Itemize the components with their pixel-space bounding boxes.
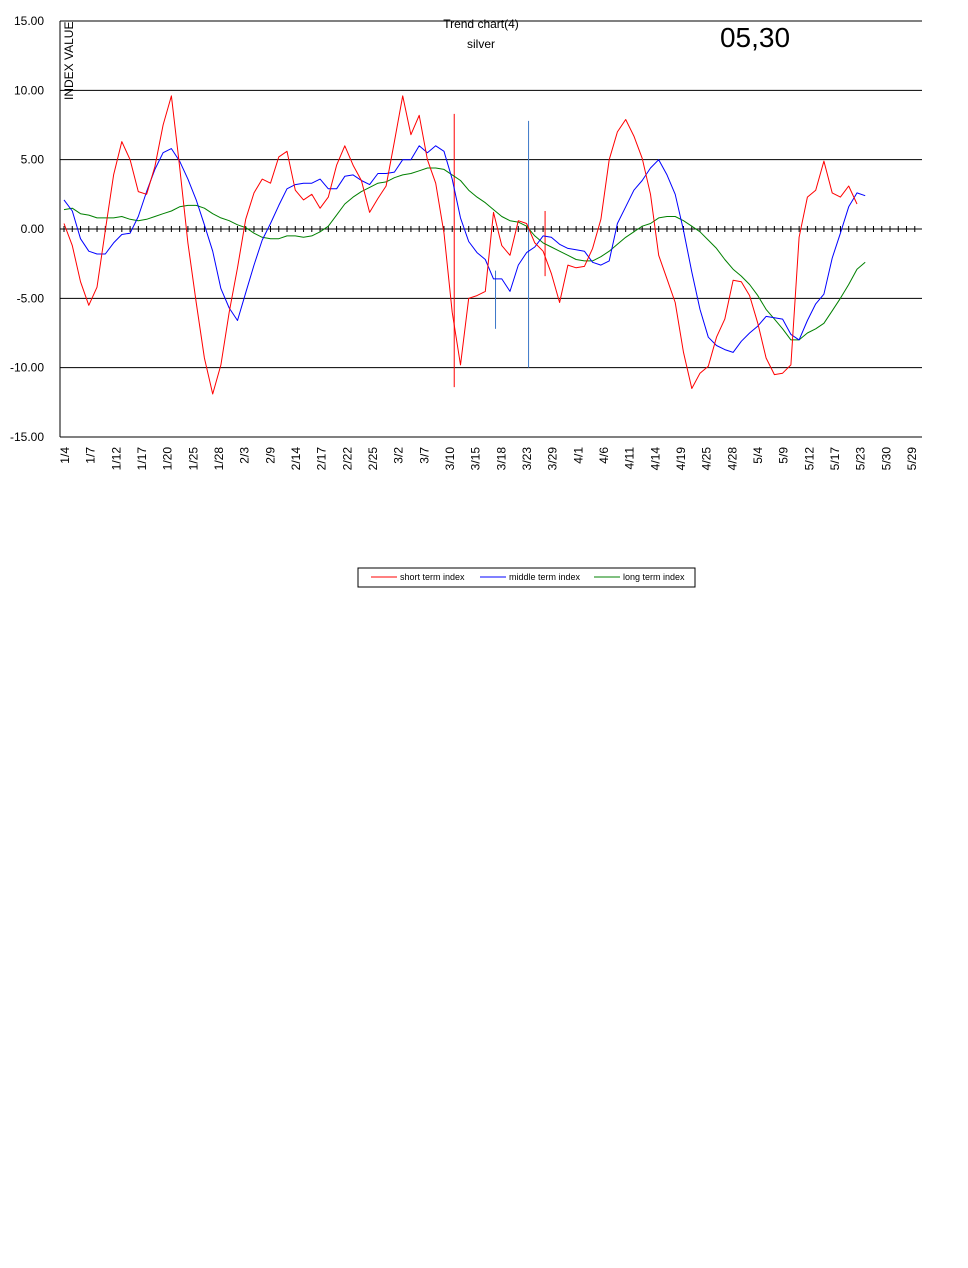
x-tick-label: 5/17: [828, 447, 842, 471]
x-tick-label: 2/14: [289, 447, 303, 471]
x-tick-label: 5/23: [854, 447, 868, 471]
y-tick-label: 0.00: [21, 222, 45, 236]
middle-term-index-line: [63, 145, 866, 353]
date-stamp: 05,30: [720, 22, 790, 53]
y-tick-label: -5.00: [17, 291, 45, 305]
x-tick-label: 4/28: [725, 447, 739, 471]
y-tick-label: -15.00: [10, 430, 44, 444]
x-tick-label: 1/25: [186, 447, 200, 471]
y-tick-label: 5.00: [21, 153, 45, 167]
x-tick-label: 1/7: [84, 447, 98, 464]
legend-box: [357, 567, 696, 588]
x-tick-label: 4/19: [674, 447, 688, 471]
x-tick-label: 1/4: [58, 447, 72, 464]
y-tick-label: 10.00: [14, 83, 44, 97]
x-tick-label: 2/22: [340, 447, 354, 471]
x-tick-label: 3/7: [417, 447, 431, 464]
x-tick-label: 5/30: [879, 447, 893, 471]
long-term-index-line: [63, 167, 866, 341]
x-tick-label: 2/9: [263, 447, 277, 464]
y-tick-label: -10.00: [10, 361, 44, 375]
x-tick-label: 1/20: [161, 447, 175, 471]
x-tick-label: 4/14: [648, 447, 662, 471]
chart-legend: short term index middle term index long …: [357, 567, 696, 588]
x-tick-label: 3/10: [443, 447, 457, 471]
x-tick-label: 1/17: [135, 447, 149, 471]
x-tick-label: 4/25: [700, 447, 714, 471]
x-tick-label: 5/12: [802, 447, 816, 471]
x-tick-label: 3/18: [494, 447, 508, 471]
x-tick-label: 3/2: [392, 447, 406, 464]
chart-subtitle: silver: [467, 37, 495, 51]
x-tick-label: 2/25: [366, 447, 380, 471]
legend-label-middle: middle term index: [509, 572, 581, 582]
vertical-markers: [453, 113, 546, 388]
x-tick-label: 5/29: [905, 447, 919, 471]
x-tick-label: 2/3: [238, 447, 252, 464]
x-tick-label: 5/9: [777, 447, 791, 464]
chart-title: Trend chart(4): [443, 17, 519, 31]
x-tick-label: 4/6: [597, 447, 611, 464]
x-tick-label: 1/12: [109, 447, 123, 471]
y-tick-label: 15.00: [14, 14, 44, 28]
x-axis-tick-labels: 1/4 1/7 1/12 1/17 1/20 1/25 1/28 2/3 2/9 2/14 2/17…: [58, 447, 919, 471]
x-tick-label: 5/4: [751, 447, 765, 464]
y-axis-title: INDEX VALUE: [62, 22, 76, 100]
x-tick-label: 3/23: [520, 447, 534, 471]
x-tick-label: 3/29: [546, 447, 560, 471]
x-tick-label: 4/1: [571, 447, 585, 464]
x-tick-label: 2/17: [315, 447, 329, 471]
short-term-index-line: [63, 95, 858, 395]
x-tick-label: 1/28: [212, 447, 226, 471]
series-lines: [63, 95, 866, 395]
y-axis-tick-labels: 15.00 10.00 5.00 0.00 -5.00 -10.00 -15.00: [10, 14, 44, 444]
grid-lines: [60, 20, 922, 438]
legend-label-short: short term index: [400, 572, 465, 582]
x-tick-label: 3/15: [469, 447, 483, 471]
x-tick-label: 4/11: [623, 447, 637, 470]
legend-label-long: long term index: [623, 572, 685, 582]
